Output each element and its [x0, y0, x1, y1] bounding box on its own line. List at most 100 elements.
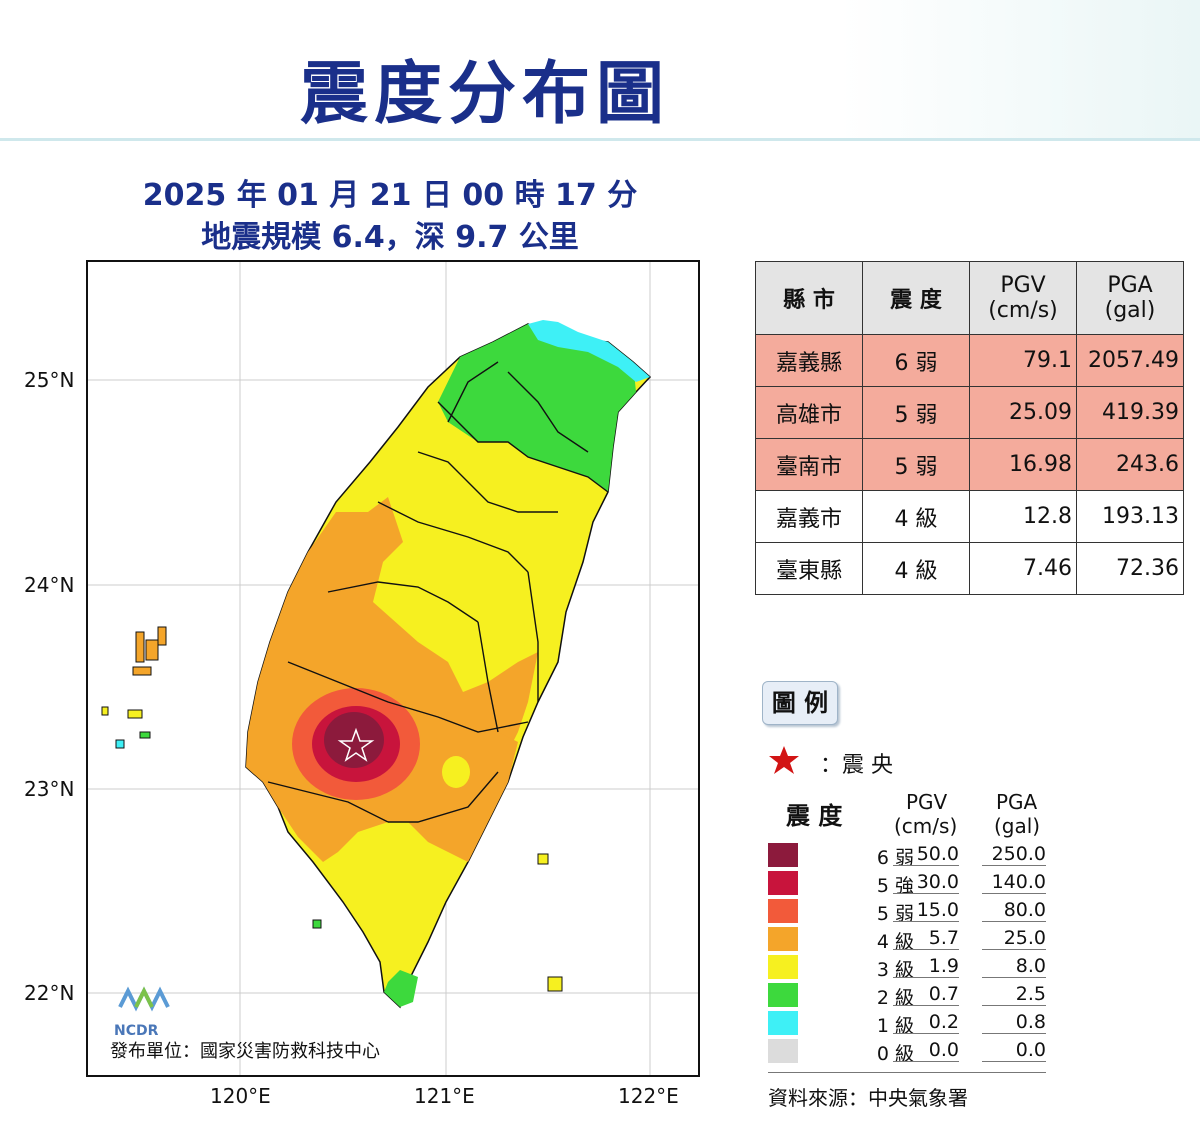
legend-swatch — [768, 871, 798, 895]
orchid-island — [547, 976, 563, 992]
legend-level-label: 1 級 — [876, 1015, 914, 1037]
event-magnitude-depth: 地震規模 6.4，深 9.7 公里 — [201, 220, 579, 255]
event-datetime: 2025 年 01 月 21 日 00 時 17 分 — [142, 178, 638, 213]
cell-intensity: 5 弱 — [862, 438, 970, 491]
lat-label-22: 22°N — [24, 981, 75, 1005]
pgv-header-line2: (cm/s) — [988, 298, 1058, 323]
legend-pga-header-2: (gal) — [994, 814, 1041, 838]
col-header-intensity: 震 度 — [862, 261, 970, 335]
legend-pgv-value: 0.7 — [893, 983, 959, 1006]
legend-swatch — [768, 983, 798, 1007]
legend-pga-value: 2.5 — [982, 983, 1046, 1006]
epicenter-star-icon — [337, 727, 375, 762]
penghu-islands — [101, 626, 167, 749]
legend-pga-value: 0.0 — [982, 1039, 1046, 1062]
legend-pga-value: 250.0 — [982, 843, 1046, 866]
publisher-note: 發布單位：國家災害防救科技中心 — [110, 1041, 380, 1062]
taiwan-intensity-map — [88, 262, 698, 1075]
legend-level-label: 3 級 — [876, 959, 914, 981]
intensity-1-zone — [528, 320, 650, 382]
cell-pgv: 16.98 — [969, 438, 1077, 491]
legend-pga-header-1: PGA — [996, 790, 1038, 814]
legend-pgv-value: 1.9 — [893, 955, 959, 978]
lat-label-25: 25°N — [24, 368, 75, 392]
intensity-3-pocket — [442, 756, 470, 788]
cell-pga: 243.6 — [1076, 438, 1184, 491]
legend-swatch — [768, 1011, 798, 1035]
table-row: 臺南市 5 弱 16.98 243.6 — [755, 438, 1184, 491]
legend-row: 6 弱 50.0 250.0 — [768, 843, 1048, 869]
legend-pgv-value: 0.0 — [893, 1039, 959, 1062]
page-title: 震度分布圖 — [300, 55, 671, 134]
legend-row: 3 級 1.9 8.0 — [768, 955, 1048, 981]
legend-level-label: 5 弱 — [876, 903, 914, 925]
data-source-note: 資料來源：中央氣象署 — [768, 1086, 968, 1110]
legend-pgv-header-2: (cm/s) — [894, 814, 958, 838]
legend-pga-value: 8.0 — [982, 955, 1046, 978]
legend-pgv-value: 30.0 — [893, 871, 959, 894]
pga-header-line1: PGA — [1107, 273, 1153, 298]
table-row: 高雄市 5 弱 25.09 419.39 — [755, 386, 1184, 439]
cell-county: 臺南市 — [755, 438, 863, 491]
cell-pgv: 12.8 — [969, 490, 1077, 543]
cell-intensity: 4 級 — [862, 490, 970, 543]
legend-row: 1 級 0.2 0.8 — [768, 1011, 1048, 1037]
table-row: 嘉義縣 6 弱 79.1 2057.49 — [755, 334, 1184, 387]
intensity-2-south-tip — [384, 970, 418, 1007]
cell-pga: 193.13 — [1076, 490, 1184, 543]
cell-intensity: 5 弱 — [862, 386, 970, 439]
epicenter-legend-icon — [768, 745, 800, 779]
liuqiu-island — [312, 919, 322, 929]
legend-pga-value: 140.0 — [982, 871, 1046, 894]
header-band — [0, 0, 1200, 140]
legend-swatch — [768, 1039, 798, 1063]
legend-swatch — [768, 899, 798, 923]
col-header-pgv: PGV (cm/s) — [969, 261, 1077, 335]
pga-header-line2: (gal) — [1104, 298, 1156, 323]
cell-pga: 2057.49 — [1076, 334, 1184, 387]
county-borders — [267, 361, 609, 823]
header-divider — [0, 138, 1200, 141]
cell-pga: 419.39 — [1076, 386, 1184, 439]
ncdr-logo-icon — [118, 986, 170, 1012]
table-header-row: 縣 市 震 度 PGV (cm/s) PGA (gal) — [755, 261, 1184, 335]
legend-divider — [768, 1072, 1046, 1073]
legend-level-label: 2 級 — [876, 987, 914, 1009]
lon-label-120: 120°E — [210, 1084, 271, 1108]
cell-intensity: 6 弱 — [862, 334, 970, 387]
lon-label-122: 122°E — [618, 1084, 679, 1108]
legend-row: 2 級 0.7 2.5 — [768, 983, 1048, 1009]
col-header-county: 縣 市 — [755, 261, 863, 335]
col-header-pga: PGA (gal) — [1076, 261, 1184, 335]
cell-county: 高雄市 — [755, 386, 863, 439]
lat-label-23: 23°N — [24, 777, 75, 801]
table-row: 臺東縣 4 級 7.46 72.36 — [755, 542, 1184, 595]
epicenter-legend-label: ：震 央 — [820, 753, 893, 778]
legend-row: 5 強 30.0 140.0 — [768, 871, 1048, 897]
lat-label-24: 24°N — [24, 573, 75, 597]
green-island — [537, 853, 549, 865]
legend-level-label: 4 級 — [876, 931, 914, 953]
legend-row: 4 級 5.7 25.0 — [768, 927, 1048, 953]
legend-row: 5 弱 15.0 80.0 — [768, 899, 1048, 925]
legend-pgv-value: 15.0 — [893, 899, 959, 922]
legend-intensity-header: 震 度 — [786, 802, 843, 830]
cell-county: 臺東縣 — [755, 542, 863, 595]
cell-pgv: 7.46 — [969, 542, 1077, 595]
cell-county: 嘉義市 — [755, 490, 863, 543]
legend-pga-value: 25.0 — [982, 927, 1046, 950]
intensity-map: NCDR 發布單位：國家災害防救科技中心 — [86, 260, 700, 1077]
legend-swatch — [768, 927, 798, 951]
cell-county: 嘉義縣 — [755, 334, 863, 387]
legend-pgv-value: 5.7 — [893, 927, 959, 950]
legend-pga-value: 80.0 — [982, 899, 1046, 922]
cell-pgv: 25.09 — [969, 386, 1077, 439]
pgv-header-line1: PGV — [1000, 273, 1046, 298]
intensity-table: 縣 市 震 度 PGV (cm/s) PGA (gal) 嘉義縣 6 弱 79.… — [755, 261, 1184, 595]
ncdr-logo-text: NCDR — [114, 1023, 159, 1039]
cell-pga: 72.36 — [1076, 542, 1184, 595]
intensity-6-weak-zone — [324, 712, 384, 768]
legend-level-label: 5 強 — [876, 875, 914, 897]
cell-pgv: 79.1 — [969, 334, 1077, 387]
legend-swatch — [768, 843, 798, 867]
